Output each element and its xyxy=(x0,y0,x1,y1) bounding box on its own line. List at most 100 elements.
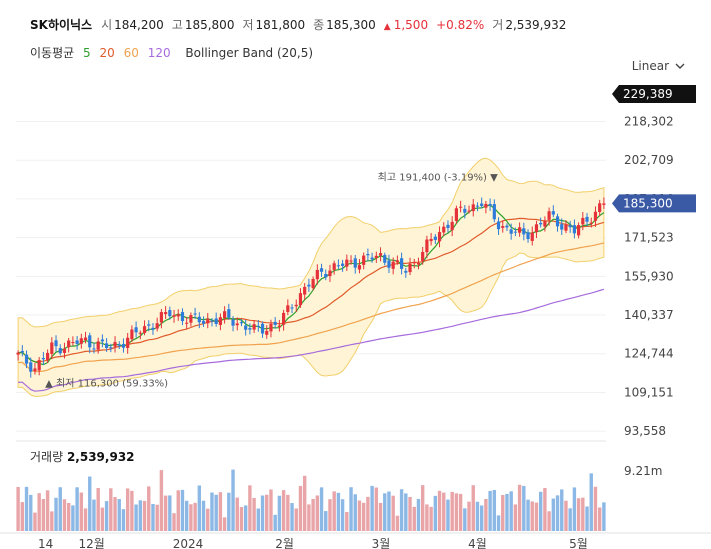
volume-bar xyxy=(231,469,235,531)
volume-bar xyxy=(560,489,564,531)
candle xyxy=(142,326,147,334)
volume-bar xyxy=(399,489,404,531)
volume-bar xyxy=(340,499,345,531)
candle xyxy=(79,338,83,344)
bollinger-band xyxy=(17,157,605,398)
candle xyxy=(176,314,180,317)
candle xyxy=(564,224,568,231)
candle xyxy=(374,255,378,258)
scale-selector[interactable]: Linear xyxy=(632,59,685,73)
volume-bar xyxy=(248,485,252,531)
indicator-legend: 이동평균 5 20 60 120 Bollinger Band (20,5) xyxy=(30,44,318,61)
candle xyxy=(109,347,113,349)
y-tick-label: 93,558 xyxy=(624,424,666,438)
volume-bar xyxy=(265,494,269,531)
volume-bar xyxy=(206,508,210,531)
volume-bar xyxy=(16,487,20,531)
candle xyxy=(214,318,218,324)
high-label: 고 xyxy=(171,18,183,32)
volume-bar xyxy=(125,488,130,531)
candle xyxy=(589,222,593,224)
volume-bar xyxy=(294,508,298,531)
candle xyxy=(496,221,501,230)
candle xyxy=(159,312,163,323)
candle xyxy=(513,231,517,233)
candle xyxy=(244,325,248,330)
volume-bar xyxy=(210,492,214,531)
open-value: 184,200 xyxy=(114,18,164,32)
volume-bar xyxy=(416,498,421,531)
ma120-label[interactable]: 120 xyxy=(147,46,171,60)
y-tick-label: 124,744 xyxy=(624,347,674,361)
volume-bar xyxy=(142,500,147,531)
volume-bar xyxy=(509,491,513,531)
volume-bar xyxy=(252,497,256,531)
volume-bar xyxy=(256,508,261,531)
volume-bar xyxy=(184,500,189,531)
candle xyxy=(341,263,345,266)
volume-bar xyxy=(492,490,497,531)
volume-bar xyxy=(277,495,282,531)
volume-bar xyxy=(370,485,374,531)
candle xyxy=(290,307,294,309)
volume-bar xyxy=(235,497,239,531)
candle xyxy=(505,225,509,228)
volume-bar xyxy=(538,491,543,531)
candle xyxy=(269,323,273,332)
volume-bar xyxy=(180,489,185,531)
volume-bar xyxy=(33,512,37,531)
volume-bar xyxy=(420,485,425,531)
volume-bar xyxy=(572,487,577,531)
candle xyxy=(547,211,551,220)
candle xyxy=(404,270,408,273)
y-tick-label: 171,523 xyxy=(624,231,674,245)
volume-bar xyxy=(172,513,176,531)
candle xyxy=(67,340,71,348)
candle xyxy=(75,340,79,344)
candle xyxy=(223,311,227,319)
x-tick-label: 5월 xyxy=(569,537,588,549)
close-label: 종 xyxy=(313,18,325,32)
candle xyxy=(252,324,256,330)
volume-bar xyxy=(353,494,357,531)
volume-bar xyxy=(163,495,168,531)
chevron-down-icon xyxy=(675,63,685,69)
ma20-label[interactable]: 20 xyxy=(99,46,115,60)
candle xyxy=(560,224,564,230)
y-tick-label: 202,709 xyxy=(624,153,674,167)
bollinger-label[interactable]: Bollinger Band (20,5) xyxy=(185,46,314,60)
candle xyxy=(138,332,142,334)
candle xyxy=(46,352,50,361)
volume-bar xyxy=(113,497,117,531)
candle xyxy=(235,323,239,326)
candle xyxy=(248,328,252,330)
change-value: 1,500 xyxy=(393,18,429,32)
candle xyxy=(126,337,130,348)
top-price-tag-bg xyxy=(612,84,696,103)
ma5-label[interactable]: 5 xyxy=(83,46,91,60)
candle xyxy=(113,342,117,347)
candle xyxy=(433,236,437,240)
candle xyxy=(408,263,412,273)
candle xyxy=(353,258,357,268)
ma60-label[interactable]: 60 xyxy=(123,46,139,60)
volume-bar xyxy=(130,490,134,531)
volume-bar xyxy=(534,502,539,531)
candle xyxy=(303,286,307,295)
volume-bar xyxy=(581,497,585,531)
volume-bar xyxy=(361,502,366,531)
candle xyxy=(568,225,572,228)
volume-bar xyxy=(442,492,446,531)
candle xyxy=(96,341,100,350)
volume-bar xyxy=(551,498,556,531)
volume-bar xyxy=(121,509,126,531)
volume-bar xyxy=(391,495,395,531)
candle xyxy=(357,265,362,270)
volume-bar xyxy=(450,491,454,531)
candle xyxy=(488,203,492,206)
candle xyxy=(164,312,168,315)
y-tick-label: 109,151 xyxy=(624,385,674,399)
volume-bar xyxy=(315,495,320,531)
candle xyxy=(598,203,602,212)
